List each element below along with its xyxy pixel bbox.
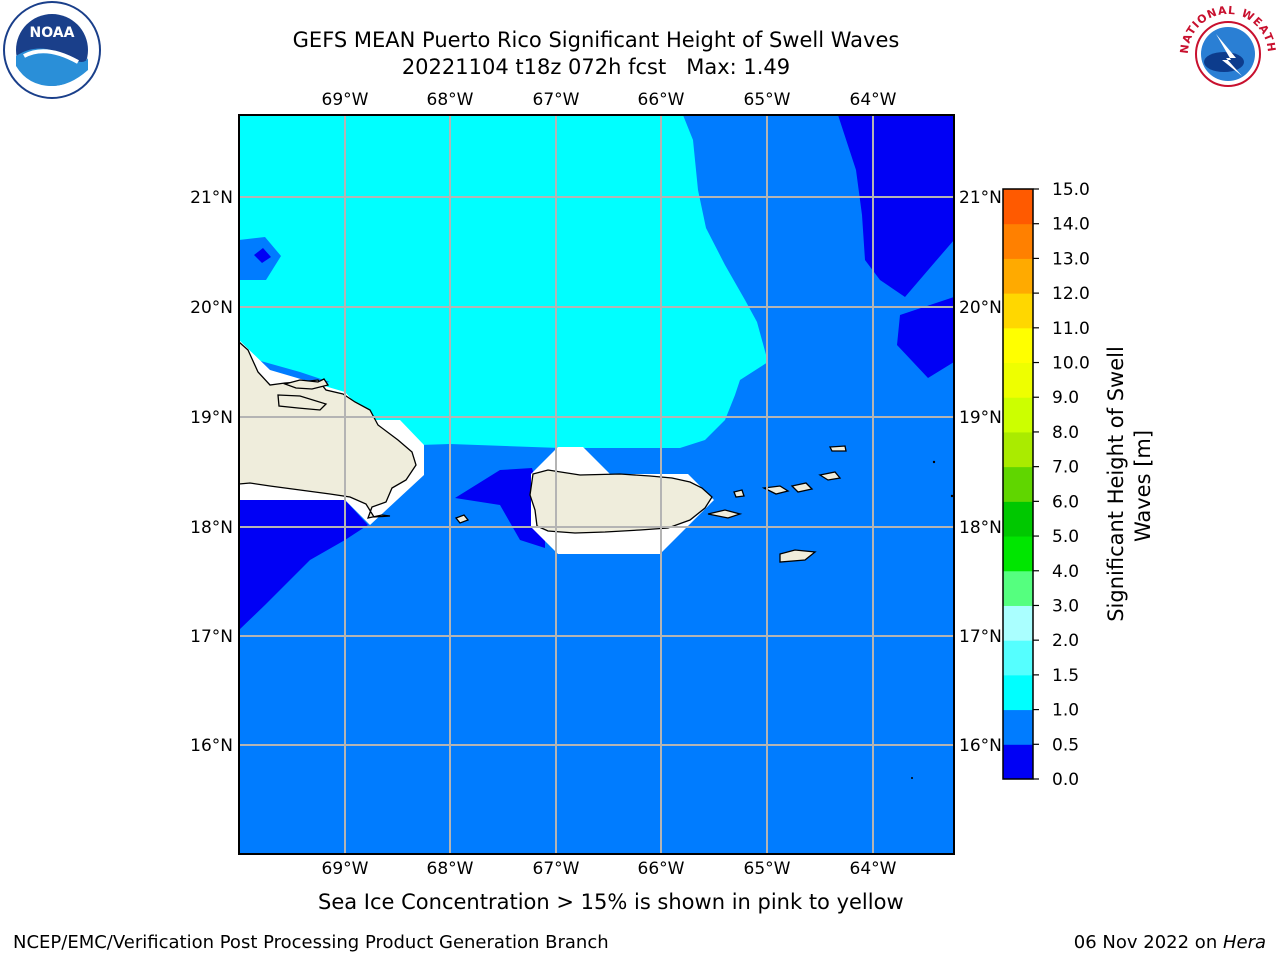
colorbar-swatch	[1003, 570, 1033, 606]
colorbar-swatch	[1003, 293, 1033, 329]
footer-host: Hera	[1222, 932, 1266, 953]
chart-title: GEFS MEAN Puerto Rico Significant Height…	[292, 28, 900, 52]
lon-label-top: 64°W	[850, 90, 897, 110]
footer-branch: NCEP/EMC/Verification Post Processing Pr…	[13, 932, 609, 953]
colorbar-tick-label: 1.0	[1052, 701, 1079, 721]
lon-label-bottom: 66°W	[638, 859, 685, 879]
chart-subtitle: 20221104 t18z 072h fcst Max: 1.49	[401, 55, 791, 79]
colorbar-tick-label: 12.0	[1052, 284, 1090, 304]
contour-0.0-0.5-nw	[254, 248, 271, 263]
lon-label-top: 67°W	[533, 90, 580, 110]
colorbar-tick-label: 10.0	[1052, 354, 1090, 374]
lat-label-right: 21°N	[959, 188, 1002, 208]
colorbar-tick-label: 11.0	[1052, 319, 1090, 339]
lat-label-left: 17°N	[190, 627, 233, 647]
contour-1.0-1.5	[239, 115, 768, 448]
colorbar-swatch	[1003, 466, 1033, 502]
colorbar-tick-label: 9.0	[1052, 388, 1079, 408]
colorbar-swatch	[1003, 397, 1033, 433]
colorbar-swatch	[1003, 605, 1033, 641]
colorbar-tick-label: 3.0	[1052, 596, 1079, 616]
nws-logo: NATIONAL WEATHER SERVICE	[1176, 0, 1277, 100]
colorbar-label-line2: Waves [m]	[1131, 430, 1155, 542]
colorbar-tick-label: 2.0	[1052, 631, 1079, 651]
sea-ice-caption: Sea Ice Concentration > 15% is shown in …	[318, 890, 904, 914]
lon-label-bottom: 69°W	[322, 859, 369, 879]
lon-label-bottom: 65°W	[744, 859, 791, 879]
islet	[932, 460, 936, 464]
virgin-islands-2	[790, 482, 814, 493]
colorbar-swatch	[1003, 258, 1033, 294]
colorbar-swatch	[1003, 709, 1033, 745]
colorbar-tick-label: 0.5	[1052, 735, 1079, 755]
colorbar-swatch	[1003, 362, 1033, 398]
colorbar	[1003, 189, 1033, 780]
anegada-island	[828, 445, 847, 452]
lat-label-left: 20°N	[190, 298, 233, 318]
culebra-island	[733, 489, 745, 498]
lon-label-bottom: 68°W	[427, 859, 474, 879]
lat-label-right: 20°N	[959, 298, 1002, 318]
colorbar-swatch	[1003, 189, 1033, 225]
saona-island	[454, 514, 470, 524]
colorbar-label-line1: Significant Height of Swell	[1104, 346, 1128, 622]
colorbar-tick-label: 7.0	[1052, 458, 1079, 478]
lon-label-top: 68°W	[427, 90, 474, 110]
colorbar-tick-label: 0.0	[1052, 770, 1079, 790]
lon-label-top: 65°W	[744, 90, 791, 110]
colorbar-swatch	[1003, 536, 1033, 572]
contour-0.0-0.5-ne	[838, 115, 954, 297]
footer-date: 06 Nov 2022 on Hera	[1074, 932, 1266, 954]
lat-label-left: 18°N	[190, 518, 233, 538]
colorbar-tick-label: 6.0	[1052, 492, 1079, 512]
islet	[911, 777, 913, 779]
lat-label-right: 18°N	[959, 518, 1002, 538]
colorbar-swatch	[1003, 501, 1033, 537]
gridlines	[239, 115, 954, 854]
lat-label-right: 16°N	[959, 736, 1002, 756]
virgin-islands-3	[818, 471, 842, 481]
islet	[950, 494, 954, 498]
colorbar-tick-label: 8.0	[1052, 423, 1079, 443]
colorbar-tick-label: 4.0	[1052, 562, 1079, 582]
noaa-logo-text: NOAA	[30, 25, 75, 41]
map-frame	[238, 114, 955, 855]
swell-height-field	[239, 115, 954, 854]
tortuga-island	[282, 378, 330, 390]
vieques-island	[707, 509, 743, 519]
contour-0.0-0.5-sw	[239, 500, 368, 630]
colorbar-swatch	[1003, 744, 1033, 780]
colorbar-swatch	[1003, 674, 1033, 711]
lat-label-left: 21°N	[190, 188, 233, 208]
contour-0.0-0.5-e	[897, 297, 954, 378]
footer-date-text: 06 Nov 2022 on	[1073, 932, 1223, 953]
lon-label-top: 66°W	[638, 90, 685, 110]
lat-label-left: 16°N	[190, 736, 233, 756]
colorbar-tick-label: 1.5	[1052, 666, 1079, 686]
colorbar-swatch	[1003, 431, 1033, 468]
virgin-islands-1	[761, 485, 790, 495]
lon-label-bottom: 64°W	[850, 859, 897, 879]
lat-label-right: 17°N	[959, 627, 1002, 647]
colorbar-tick-label: 15.0	[1052, 180, 1090, 200]
st-croix-island	[779, 549, 817, 563]
colorbar-ticks: 15.0 14.0 13.0 12.0 11.0 10.0 9.0 8.0 7.0 6.0 5.0 4…	[1033, 180, 1090, 790]
colorbar-tick-label: 14.0	[1052, 215, 1090, 235]
gonave-island	[277, 394, 328, 411]
lat-label-left: 19°N	[190, 408, 233, 428]
colorbar-swatch	[1003, 640, 1033, 676]
lon-label-bottom: 67°W	[533, 859, 580, 879]
noaa-logo: NOAA	[3, 1, 101, 99]
colorbar-frame	[1002, 188, 1034, 780]
colorbar-swatch	[1003, 223, 1033, 259]
colorbar-swatch	[1003, 327, 1033, 364]
colorbar-tick-label: 5.0	[1052, 527, 1079, 547]
lat-label-right: 19°N	[959, 408, 1002, 428]
lon-label-top: 69°W	[322, 90, 369, 110]
colorbar-tick-label: 13.0	[1052, 249, 1090, 269]
